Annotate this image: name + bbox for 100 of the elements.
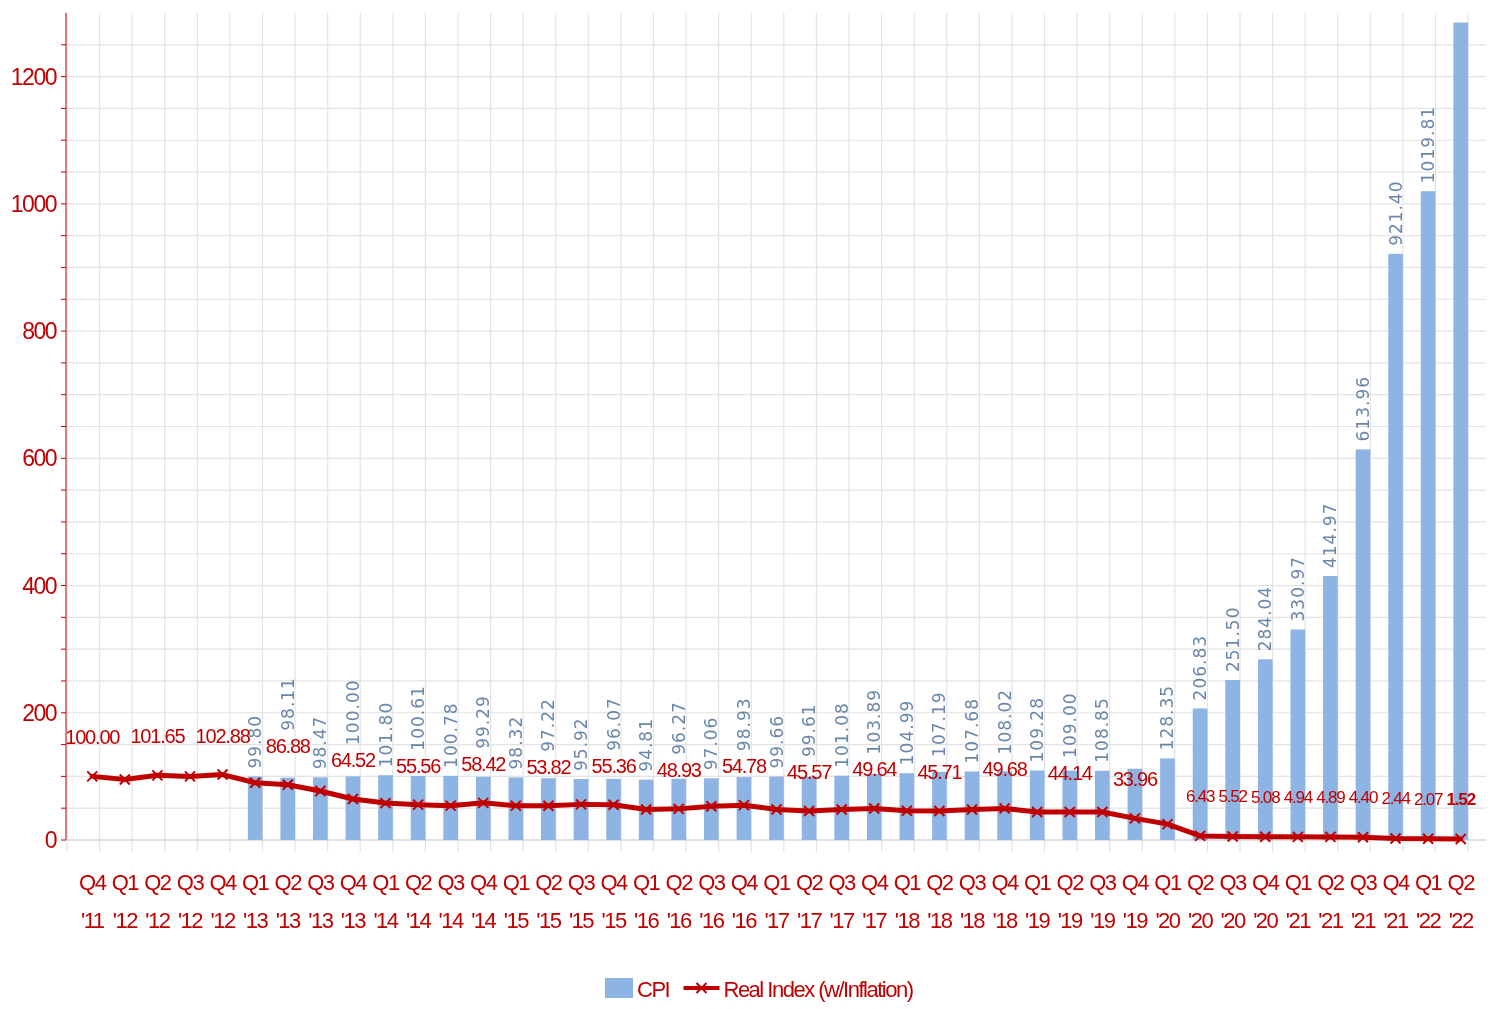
point bbox=[1128, 812, 1141, 825]
data-label: 251.50 bbox=[1222, 606, 1243, 673]
y-tick-label: 1000 bbox=[10, 190, 57, 217]
data-label: 6.43 bbox=[1185, 786, 1215, 806]
x-tick-label: Q2 '17 bbox=[795, 870, 824, 933]
data-label: 98.11 bbox=[277, 677, 298, 731]
data-label: 613.96 bbox=[1353, 375, 1373, 442]
data-label: 109.28 bbox=[1027, 697, 1048, 763]
x-tick-label: Q3 '16 bbox=[698, 870, 726, 933]
data-label: 2.07 bbox=[1414, 789, 1444, 809]
point bbox=[868, 802, 881, 815]
point bbox=[281, 778, 294, 791]
point bbox=[1096, 806, 1109, 819]
point bbox=[542, 799, 555, 812]
data-label: 4.94 bbox=[1283, 787, 1313, 807]
point bbox=[803, 805, 816, 818]
point bbox=[1454, 833, 1467, 846]
point bbox=[86, 770, 99, 783]
data-label: 101.65 bbox=[130, 725, 186, 748]
bar bbox=[964, 771, 980, 840]
data-label: 94.81 bbox=[636, 718, 657, 772]
x-tick-label: Q1 '22 bbox=[1414, 870, 1443, 933]
x-tick-label: Q2 '13 bbox=[274, 870, 303, 933]
data-label: 97.22 bbox=[538, 698, 559, 752]
point bbox=[1324, 830, 1337, 843]
data-label: 921.40 bbox=[1385, 180, 1406, 246]
x-tick-label: Q2 '15 bbox=[535, 870, 563, 933]
x-tick-label: Q1 '14 bbox=[372, 870, 400, 933]
data-label: 99.29 bbox=[473, 695, 494, 749]
data-label: 107.19 bbox=[929, 691, 950, 757]
x-tick-label: Q4 '21 bbox=[1382, 870, 1411, 933]
data-label: 100.00 bbox=[65, 726, 121, 749]
data-label: 33.96 bbox=[1112, 768, 1159, 791]
point bbox=[607, 798, 620, 811]
point bbox=[1422, 832, 1435, 845]
x-tick-label: Q3 '18 bbox=[958, 870, 987, 933]
x-tick-label: Q1 '17 bbox=[763, 870, 791, 933]
x-tick-label: Q1 '21 bbox=[1284, 870, 1313, 933]
data-label: 5.52 bbox=[1218, 787, 1248, 807]
x-tick-label: Q1 '20 bbox=[1154, 870, 1182, 933]
data-label: 58.42 bbox=[461, 752, 507, 775]
data-label: 4.89 bbox=[1316, 787, 1346, 807]
x-tick-label: Q2 '22 bbox=[1447, 870, 1476, 933]
x-tick-label: Q1 '15 bbox=[502, 870, 531, 933]
data-label: 206.83 bbox=[1190, 634, 1211, 701]
data-label: 414.97 bbox=[1320, 502, 1341, 569]
data-label: 99.66 bbox=[766, 714, 787, 769]
data-label: 49.64 bbox=[852, 758, 898, 781]
x-tick-label: Q4 '16 bbox=[730, 870, 759, 933]
x-tick-label: Q4 '11 bbox=[79, 870, 107, 933]
x-tick-label: Q3 '15 bbox=[567, 870, 596, 933]
data-label: 4.40 bbox=[1348, 788, 1378, 808]
x-tick-label: Q4 '18 bbox=[991, 870, 1020, 933]
point bbox=[216, 768, 229, 781]
x-tick-label: Q4 '20 bbox=[1252, 870, 1280, 933]
data-label: 109.00 bbox=[1059, 692, 1080, 758]
x-tick-label: Q3 '20 bbox=[1219, 870, 1248, 933]
data-label: 45.57 bbox=[787, 761, 833, 784]
x-tick-label: Q3 '13 bbox=[307, 870, 335, 933]
data-label: 108.02 bbox=[994, 688, 1015, 755]
data-label: 96.07 bbox=[603, 697, 624, 751]
x-tick-label: Q1 '19 bbox=[1023, 870, 1052, 933]
data-label: 53.82 bbox=[526, 755, 572, 778]
point bbox=[705, 800, 718, 813]
point bbox=[933, 804, 946, 817]
data-label: 108.85 bbox=[1092, 697, 1113, 763]
data-label: 99.61 bbox=[799, 703, 820, 758]
point bbox=[737, 799, 750, 812]
point bbox=[1194, 829, 1207, 842]
x-tick-label: Q4 '12 bbox=[209, 870, 238, 933]
data-label: 48.93 bbox=[656, 758, 702, 781]
point bbox=[835, 803, 848, 816]
bar bbox=[899, 773, 915, 840]
data-label: 44.14 bbox=[1047, 761, 1093, 784]
y-tick-label: 600 bbox=[22, 445, 57, 472]
data-label: 101.80 bbox=[375, 701, 396, 768]
data-label: 98.93 bbox=[733, 697, 754, 752]
x-tick-label: Q3 '14 bbox=[437, 870, 466, 933]
x-tick-label: Q4 '19 bbox=[1121, 870, 1150, 933]
x-tick-label: Q2 '20 bbox=[1186, 870, 1215, 933]
point bbox=[1226, 830, 1239, 843]
point bbox=[249, 776, 262, 789]
y-tick-label: 400 bbox=[22, 572, 57, 599]
y-tick-label: 1200 bbox=[10, 63, 57, 90]
x-tick-label: Q3 '17 bbox=[828, 870, 857, 933]
data-label: 330.97 bbox=[1287, 555, 1308, 622]
x-tick-label: Q3 '21 bbox=[1349, 870, 1378, 933]
data-label: 96.27 bbox=[668, 701, 689, 755]
data-label: 101.08 bbox=[831, 702, 852, 768]
legend-label: Real Index (w/Inflation) bbox=[723, 977, 913, 1002]
data-label: 97.06 bbox=[701, 716, 722, 771]
x-tick-label: Q2 '12 bbox=[144, 870, 172, 933]
point bbox=[1031, 806, 1044, 819]
x-tick-label: Q2 '16 bbox=[665, 870, 694, 933]
point bbox=[575, 798, 587, 811]
data-label: 98.32 bbox=[505, 715, 526, 770]
x-tick-label: Q1 '13 bbox=[241, 870, 270, 933]
data-label: 45.71 bbox=[917, 760, 963, 783]
data-label: 284.04 bbox=[1255, 585, 1276, 652]
data-label: 95.92 bbox=[571, 717, 591, 771]
